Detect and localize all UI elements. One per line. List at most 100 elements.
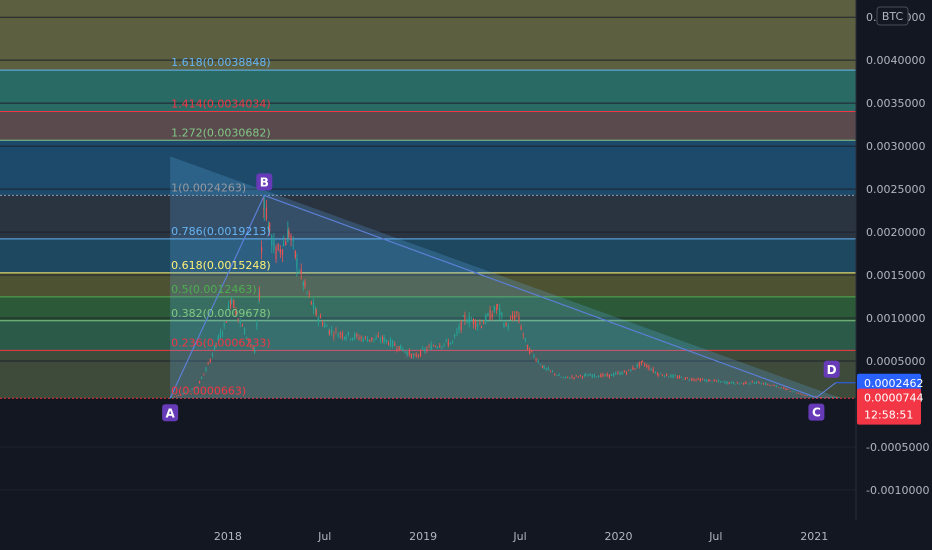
candle-body [806, 395, 808, 397]
candle-body [615, 372, 617, 375]
candle-body [243, 327, 246, 335]
fib-label: 0.236(0.0006233) [171, 336, 271, 349]
candle-body [217, 336, 219, 340]
candle-body [648, 366, 650, 370]
candle-body [337, 334, 339, 338]
candle-body [636, 364, 638, 368]
candle-body [189, 390, 191, 392]
level-badge-text: 0.0002462 [864, 377, 924, 390]
candle-body [351, 337, 354, 340]
fib-label: 1.618(0.0038848) [171, 56, 271, 69]
candle-body [617, 372, 619, 374]
candle-body [193, 388, 195, 389]
current-price-badge[interactable]: 0.0000744 12:58:51 [857, 388, 924, 425]
point-label-b[interactable]: B [256, 173, 273, 191]
candle-body [456, 331, 458, 334]
candle-body [717, 380, 720, 382]
candle-body [745, 381, 747, 384]
fib-label: 0.5(0.0012463) [171, 283, 257, 296]
candle-body [703, 379, 706, 381]
candle-body [413, 354, 415, 355]
candle-body [610, 374, 613, 377]
candle-body [793, 391, 796, 393]
candle-body [539, 364, 541, 366]
candle-body [447, 341, 449, 346]
candle-body [377, 335, 379, 337]
candle-body [306, 291, 308, 293]
candle-body [691, 378, 693, 381]
candle-body [422, 348, 424, 350]
candle-body [349, 338, 352, 340]
y-tick-label: 0.0015000 [866, 269, 926, 282]
candle-body [319, 316, 322, 319]
symbol-badge[interactable]: BTC [876, 6, 909, 26]
candle-body [747, 383, 749, 385]
candle-body [554, 373, 556, 375]
lower-background [0, 398, 856, 520]
triangle-shape[interactable] [170, 156, 842, 399]
candle-body [196, 386, 199, 388]
candle-body [509, 318, 511, 320]
candle-body [522, 334, 524, 336]
candle-body [587, 375, 589, 377]
candle-body [743, 382, 745, 385]
time-axis-background[interactable] [0, 520, 856, 550]
candle-body [315, 309, 317, 316]
candle-body [263, 208, 265, 210]
candle-body [697, 378, 699, 380]
candle-body [575, 375, 577, 377]
point-label-text: B [260, 175, 269, 189]
candle-body [381, 336, 384, 341]
candle-body [684, 377, 686, 380]
candle-body [777, 387, 780, 388]
candle-body [823, 397, 825, 398]
price-axis-background[interactable] [856, 0, 932, 520]
pattern-line-cd[interactable] [816, 382, 837, 399]
fib-zone [0, 272, 856, 297]
candle-body [273, 238, 275, 251]
candle-body [178, 395, 180, 396]
candle-body [758, 383, 760, 384]
candle-body [454, 334, 456, 337]
candle-body [489, 310, 491, 320]
candle-body [288, 231, 290, 237]
fib-label: 0.618(0.0015248) [171, 259, 271, 272]
candle-body [713, 379, 715, 381]
candle-body [706, 379, 708, 382]
point-label-text: C [812, 406, 821, 420]
pattern-line-bc[interactable] [264, 194, 817, 399]
candle-body [379, 340, 381, 341]
candle-body [589, 374, 591, 376]
candle-body [452, 340, 454, 342]
candle-body [417, 354, 419, 356]
candle-body [460, 320, 462, 331]
candle-body [732, 382, 735, 384]
pattern-line-ab[interactable] [169, 195, 265, 399]
point-label-d[interactable]: D [823, 360, 840, 378]
candle-body [343, 336, 346, 339]
candle-body [195, 387, 197, 389]
x-tick-label: 2021 [800, 530, 828, 543]
candle-body [292, 239, 294, 241]
point-label-box [256, 173, 273, 191]
x-tick-label: Jul [512, 530, 526, 543]
candle-body [479, 322, 481, 324]
candle-body [625, 372, 628, 374]
level-price-badge[interactable]: 0.0002462 [857, 373, 924, 392]
point-label-a[interactable]: A [162, 404, 179, 422]
fib-label: 0(0.0000663) [171, 384, 246, 397]
candle-body [585, 374, 587, 375]
candle-body [600, 374, 602, 378]
candle-body [556, 375, 558, 376]
point-label-c[interactable]: C [808, 403, 825, 421]
candle-body [312, 302, 315, 309]
candle-body [529, 348, 531, 354]
candle-body [518, 316, 520, 322]
candle-body [736, 382, 738, 384]
fib-level-lines [0, 69, 856, 399]
candle-body [392, 340, 394, 346]
candle-body [499, 307, 501, 315]
candle-body [175, 395, 178, 397]
y-tick-label: 0.0035000 [866, 97, 926, 110]
